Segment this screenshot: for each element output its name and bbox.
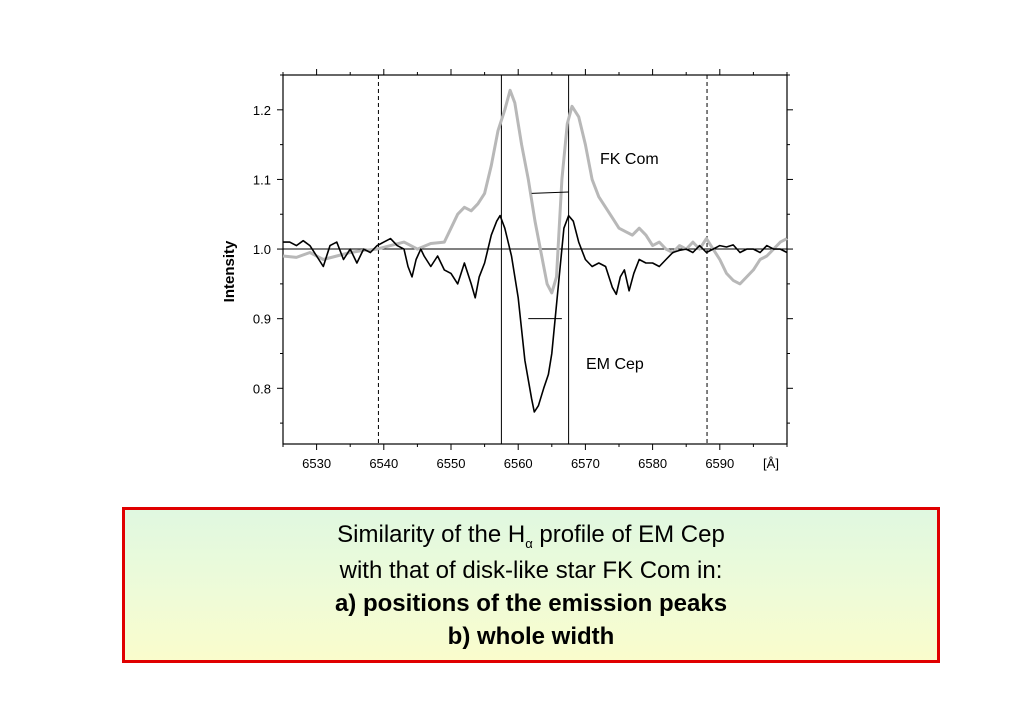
caption-box: Similarity of the Hα profile of EM Cep w… xyxy=(122,507,940,663)
x-tick-label: 6540 xyxy=(369,456,398,471)
y-tick-label: 0.8 xyxy=(253,381,271,396)
h-alpha-subscript: α xyxy=(525,535,533,551)
half-width-marker xyxy=(531,191,569,194)
caption-line-4: b) whole width xyxy=(447,622,615,650)
caption-line-2: with that of disk-like star FK Com in: xyxy=(339,556,723,584)
spectrum-chart: 6530 6540 6550 6560 6570 6580 6590 [Å] 0.8 0.9 1.0… xyxy=(221,69,793,471)
y-axis-label: Intensity xyxy=(221,240,238,302)
x-tick-label: 6580 xyxy=(638,456,667,471)
caption-line-3: a) positions of the emission peaks xyxy=(334,589,728,617)
plot-frame xyxy=(282,74,788,445)
x-tick-label: 6530 xyxy=(302,456,331,471)
x-tick-label: 6560 xyxy=(504,456,533,471)
series-label-fk-com: FK Com xyxy=(600,151,659,168)
x-tick-label: 6550 xyxy=(437,456,466,471)
series-line-em-cep xyxy=(283,214,788,413)
caption-text: profile of EM Cep xyxy=(532,520,725,548)
x-axis-label: [Å] xyxy=(763,456,779,471)
y-tick-label: 1.1 xyxy=(253,172,271,187)
series-label-em-cep: EM Cep xyxy=(586,356,644,373)
series-line-fk-com xyxy=(282,88,788,295)
x-tick-label: 6590 xyxy=(705,456,734,471)
y-tick-label: 0.9 xyxy=(253,312,271,327)
caption-line-1: Similarity of the Hα profile of EM Cep xyxy=(337,518,725,554)
y-tick-label: 1.0 xyxy=(253,242,271,257)
y-tick-label: 1.2 xyxy=(253,103,271,118)
x-tick-label: 6570 xyxy=(571,456,600,471)
caption-text: Similarity of the H xyxy=(337,520,526,548)
